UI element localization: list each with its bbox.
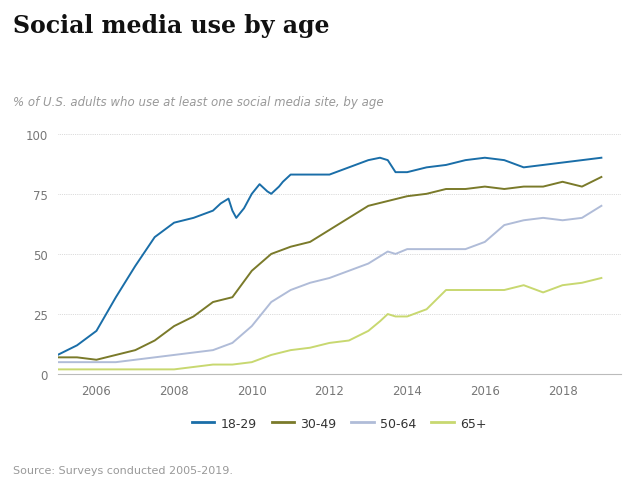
Text: % of U.S. adults who use at least one social media site, by age: % of U.S. adults who use at least one so… [13,96,383,109]
Text: Source: Surveys conducted 2005-2019.: Source: Surveys conducted 2005-2019. [13,465,233,475]
Text: Social media use by age: Social media use by age [13,14,330,38]
Legend: 18-29, 30-49, 50-64, 65+: 18-29, 30-49, 50-64, 65+ [187,412,492,435]
